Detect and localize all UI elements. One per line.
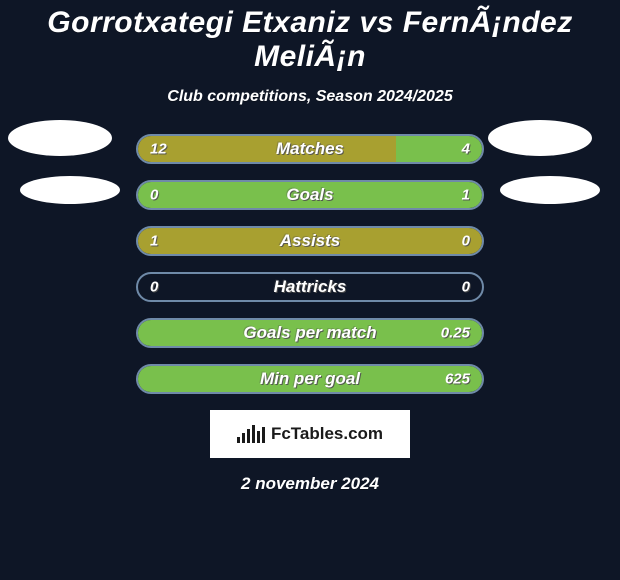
stat-label: Min per goal	[260, 369, 360, 389]
stat-label: Hattricks	[274, 277, 347, 297]
stat-value-right: 0	[462, 279, 470, 296]
stat-label: Goals	[286, 185, 333, 205]
stat-value-right: 1	[462, 187, 470, 204]
stat-bar: Goals 0 1	[136, 180, 484, 210]
stat-bar-left-fill	[138, 136, 396, 162]
stat-bar: Goals per match 0.25	[136, 318, 484, 348]
stat-bar: Matches 12 4	[136, 134, 484, 164]
avatar-placeholder	[488, 120, 592, 156]
stat-bar: Min per goal 625	[136, 364, 484, 394]
logo-text: FcTables.com	[271, 424, 383, 444]
stat-value-left: 0	[150, 187, 158, 204]
stat-value-right: 4	[462, 141, 470, 158]
footer-date: 2 november 2024	[0, 474, 620, 494]
subtitle: Club competitions, Season 2024/2025	[0, 88, 620, 106]
stat-row: Hattricks 0 0	[136, 272, 484, 302]
avatar-placeholder	[20, 176, 120, 204]
stat-bar: Assists 1 0	[136, 226, 484, 256]
avatar-placeholder	[500, 176, 600, 204]
avatar-placeholder	[8, 120, 112, 156]
stat-value-left: 1	[150, 233, 158, 250]
stat-row: Goals 0 1	[136, 180, 484, 210]
stat-row: Assists 1 0	[136, 226, 484, 256]
stat-value-left: 0	[150, 279, 158, 296]
stat-label: Goals per match	[243, 323, 376, 343]
stat-value-right: 0	[462, 233, 470, 250]
stat-label: Assists	[280, 231, 340, 251]
stat-value-right: 0.25	[441, 325, 470, 342]
stat-row: Goals per match 0.25	[136, 318, 484, 348]
stat-rows: Matches124Goals01Assists10Hattricks00Goa…	[0, 134, 620, 394]
stat-row: Matches 12 4	[136, 134, 484, 164]
stat-value-right: 625	[445, 371, 470, 388]
logo-bars-icon	[237, 425, 265, 443]
page-title: Gorrotxategi Etxaniz vs FernÃ¡ndez MeliÃ…	[0, 0, 620, 74]
stat-row: Min per goal 625	[136, 364, 484, 394]
stat-label: Matches	[276, 139, 344, 159]
comparison-card: Gorrotxategi Etxaniz vs FernÃ¡ndez MeliÃ…	[0, 0, 620, 580]
stat-bar: Hattricks 0 0	[136, 272, 484, 302]
logo-box: FcTables.com	[210, 410, 410, 458]
stat-value-left: 12	[150, 141, 167, 158]
